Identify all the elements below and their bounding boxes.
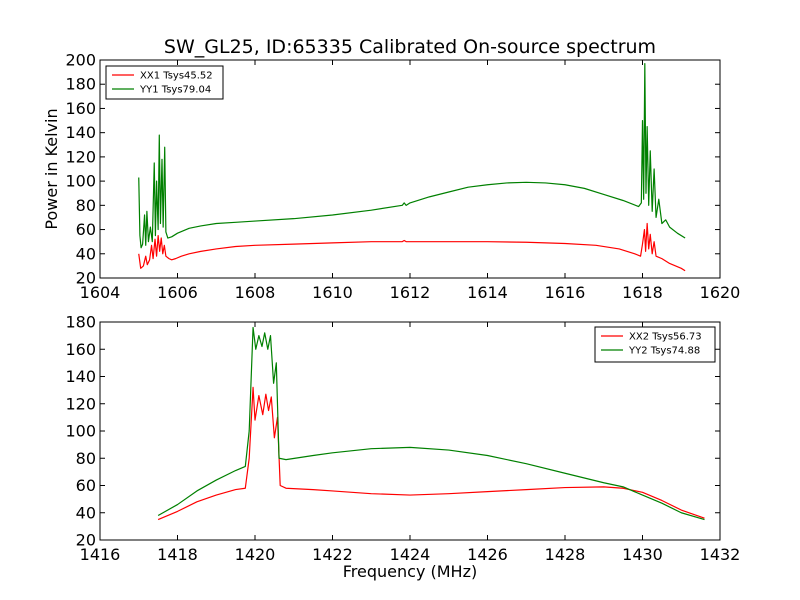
bottom-legend-label-1: YY2 Tsys74.88	[628, 346, 700, 357]
top-x-tick-label-6: 1616	[545, 283, 586, 302]
top-panel: 1604 1606 1608 1610 1612 1614 1616 1618 1620 20 40…	[65, 51, 740, 303]
top-x-tick-label-3: 1610	[312, 283, 353, 302]
bottom-x-tick-label-1: 1418	[157, 545, 198, 564]
top-x-tick-label-7: 1618	[622, 283, 663, 302]
bottom-x-tick-label-2: 1420	[235, 545, 276, 564]
top-y-tick-label-7: 160	[65, 99, 96, 118]
top-x-tick-label-1: 1606	[157, 283, 198, 302]
bottom-x-tick-label-5: 1426	[467, 545, 508, 564]
bottom-x-tick-label-6: 1428	[545, 545, 586, 564]
top-x-tick-label-0: 1604	[80, 283, 121, 302]
bottom-x-tick-label-0: 1416	[80, 545, 121, 564]
top-y-tick-label-1: 40	[76, 244, 96, 263]
bottom-legend-label-0: XX2 Tsys56.73	[629, 332, 702, 343]
bottom-y-tick-label-2: 60	[76, 476, 96, 495]
bottom-x-tick-label-4: 1424	[390, 545, 431, 564]
bottom-y-tick-label-5: 120	[65, 394, 96, 413]
top-y-tick-label-4: 100	[65, 172, 96, 191]
bottom-y-tick-label-3: 80	[76, 449, 96, 468]
top-y-tick-label-0: 20	[76, 269, 96, 288]
top-y-tick-label-3: 80	[76, 196, 96, 215]
bottom-x-tick-label-7: 1430	[622, 545, 663, 564]
bottom-y-tick-label-0: 20	[76, 531, 96, 550]
top-y-tick-label-6: 140	[65, 123, 96, 142]
bottom-y-tick-label-7: 160	[65, 340, 96, 359]
bottom-legend: XX2 Tsys56.73 YY2 Tsys74.88	[594, 326, 716, 363]
bottom-x-axis-title: Frequency (MHz)	[343, 562, 477, 581]
top-y-axis-title: Power in Kelvin	[42, 108, 61, 229]
bottom-y-tick-label-4: 100	[65, 422, 96, 441]
top-series-line-1	[138, 63, 686, 249]
top-y-tick-label-2: 60	[76, 220, 96, 239]
top-legend: XX1 Tsys45.52 YY1 Tsys79.04	[105, 65, 224, 100]
top-y-tick-label-8: 180	[65, 75, 96, 94]
top-x-tick-label-4: 1612	[390, 283, 431, 302]
top-x-tick-label-2: 1608	[235, 283, 276, 302]
bottom-x-tick-label-8: 1432	[700, 545, 741, 564]
top-legend-label-0: XX1 Tsys45.52	[140, 71, 213, 82]
top-y-tick-label-5: 120	[65, 147, 96, 166]
top-x-tick-label-8: 1620	[700, 283, 741, 302]
bottom-y-tick-label-6: 140	[65, 367, 96, 386]
bottom-y-tick-label-1: 40	[76, 503, 96, 522]
top-legend-label-1: YY1 Tsys79.04	[139, 85, 211, 96]
top-y-tick-label-9: 200	[65, 51, 96, 70]
bottom-series-line-1	[157, 326, 705, 521]
top-legend-box	[105, 65, 224, 100]
chart-title: SW_GL25, ID:65335 Calibrated On-source s…	[164, 36, 656, 58]
top-series-line-0	[138, 222, 686, 272]
bottom-legend-box	[594, 326, 716, 363]
bottom-y-tick-label-8: 180	[65, 313, 96, 332]
bottom-x-tick-label-3: 1422	[312, 545, 353, 564]
bottom-panel: 1416 1418 1420 1422 1424 1426 1428 1430 1432 20 40…	[65, 313, 740, 565]
top-x-tick-label-5: 1614	[467, 283, 508, 302]
